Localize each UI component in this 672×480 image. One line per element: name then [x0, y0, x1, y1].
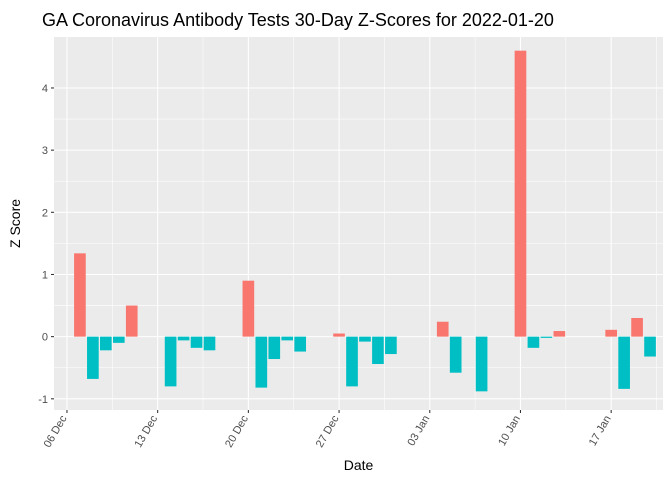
- bar-negative: [112, 336, 125, 343]
- y-tick-label: 1: [42, 269, 48, 281]
- bar-negative: [87, 336, 99, 379]
- bar-negative: [540, 336, 553, 338]
- plot-panel: [54, 37, 663, 410]
- x-tick-label: 06 Dec: [42, 413, 70, 450]
- y-tick-label: -1: [38, 394, 48, 406]
- bar-negative: [281, 336, 294, 341]
- x-tick-label: 27 Dec: [314, 413, 342, 450]
- minor-gridlines: [54, 37, 663, 410]
- bars: [74, 50, 656, 392]
- bar-negative: [359, 336, 371, 342]
- bar-negative: [164, 336, 177, 387]
- bar-negative: [99, 336, 112, 351]
- bar-positive: [514, 50, 527, 337]
- bar-negative: [449, 336, 462, 373]
- x-tick-label: 17 Jan: [587, 414, 614, 449]
- bar-positive: [553, 331, 566, 337]
- y-axis: -1 0 1 2 3 4: [38, 83, 54, 406]
- bar-negative: [527, 336, 540, 348]
- bar-negative: [255, 336, 268, 388]
- x-tick-label: 03 Jan: [405, 414, 432, 449]
- bar-negative: [346, 336, 358, 387]
- bar-positive: [74, 253, 86, 337]
- x-tick-label: 13 Dec: [132, 413, 160, 450]
- bar-positive: [242, 280, 255, 337]
- y-tick-label: 0: [42, 332, 48, 344]
- chart-title: GA Coronavirus Antibody Tests 30-Day Z-S…: [42, 10, 554, 30]
- bar-positive: [333, 333, 345, 337]
- y-tick-label: 4: [42, 83, 48, 95]
- y-tick-label: 2: [42, 207, 48, 219]
- x-tick-label: 10 Jan: [496, 414, 523, 449]
- bar-positive: [631, 317, 643, 337]
- bar-negative: [644, 336, 656, 357]
- bar-negative: [385, 336, 397, 355]
- x-tick-label: 20 Dec: [223, 413, 251, 450]
- bar-negative: [203, 336, 216, 351]
- x-axis: 06 Dec 13 Dec 20 Dec 27 Dec 03 Jan 10 Jan 17 J…: [42, 410, 614, 450]
- bar-negative: [177, 336, 190, 341]
- bar-positive: [605, 329, 618, 337]
- y-axis-title: Z Score: [7, 199, 23, 248]
- bar-negative: [294, 336, 307, 352]
- bar-negative: [190, 336, 203, 348]
- y-tick-label: 3: [42, 145, 48, 157]
- bar-negative: [268, 336, 281, 360]
- bar-negative: [475, 336, 488, 392]
- bar-positive: [125, 305, 138, 337]
- bar-negative: [372, 336, 384, 364]
- x-axis-title: Date: [344, 457, 374, 473]
- bar-positive: [436, 321, 449, 337]
- bar-negative: [618, 336, 630, 389]
